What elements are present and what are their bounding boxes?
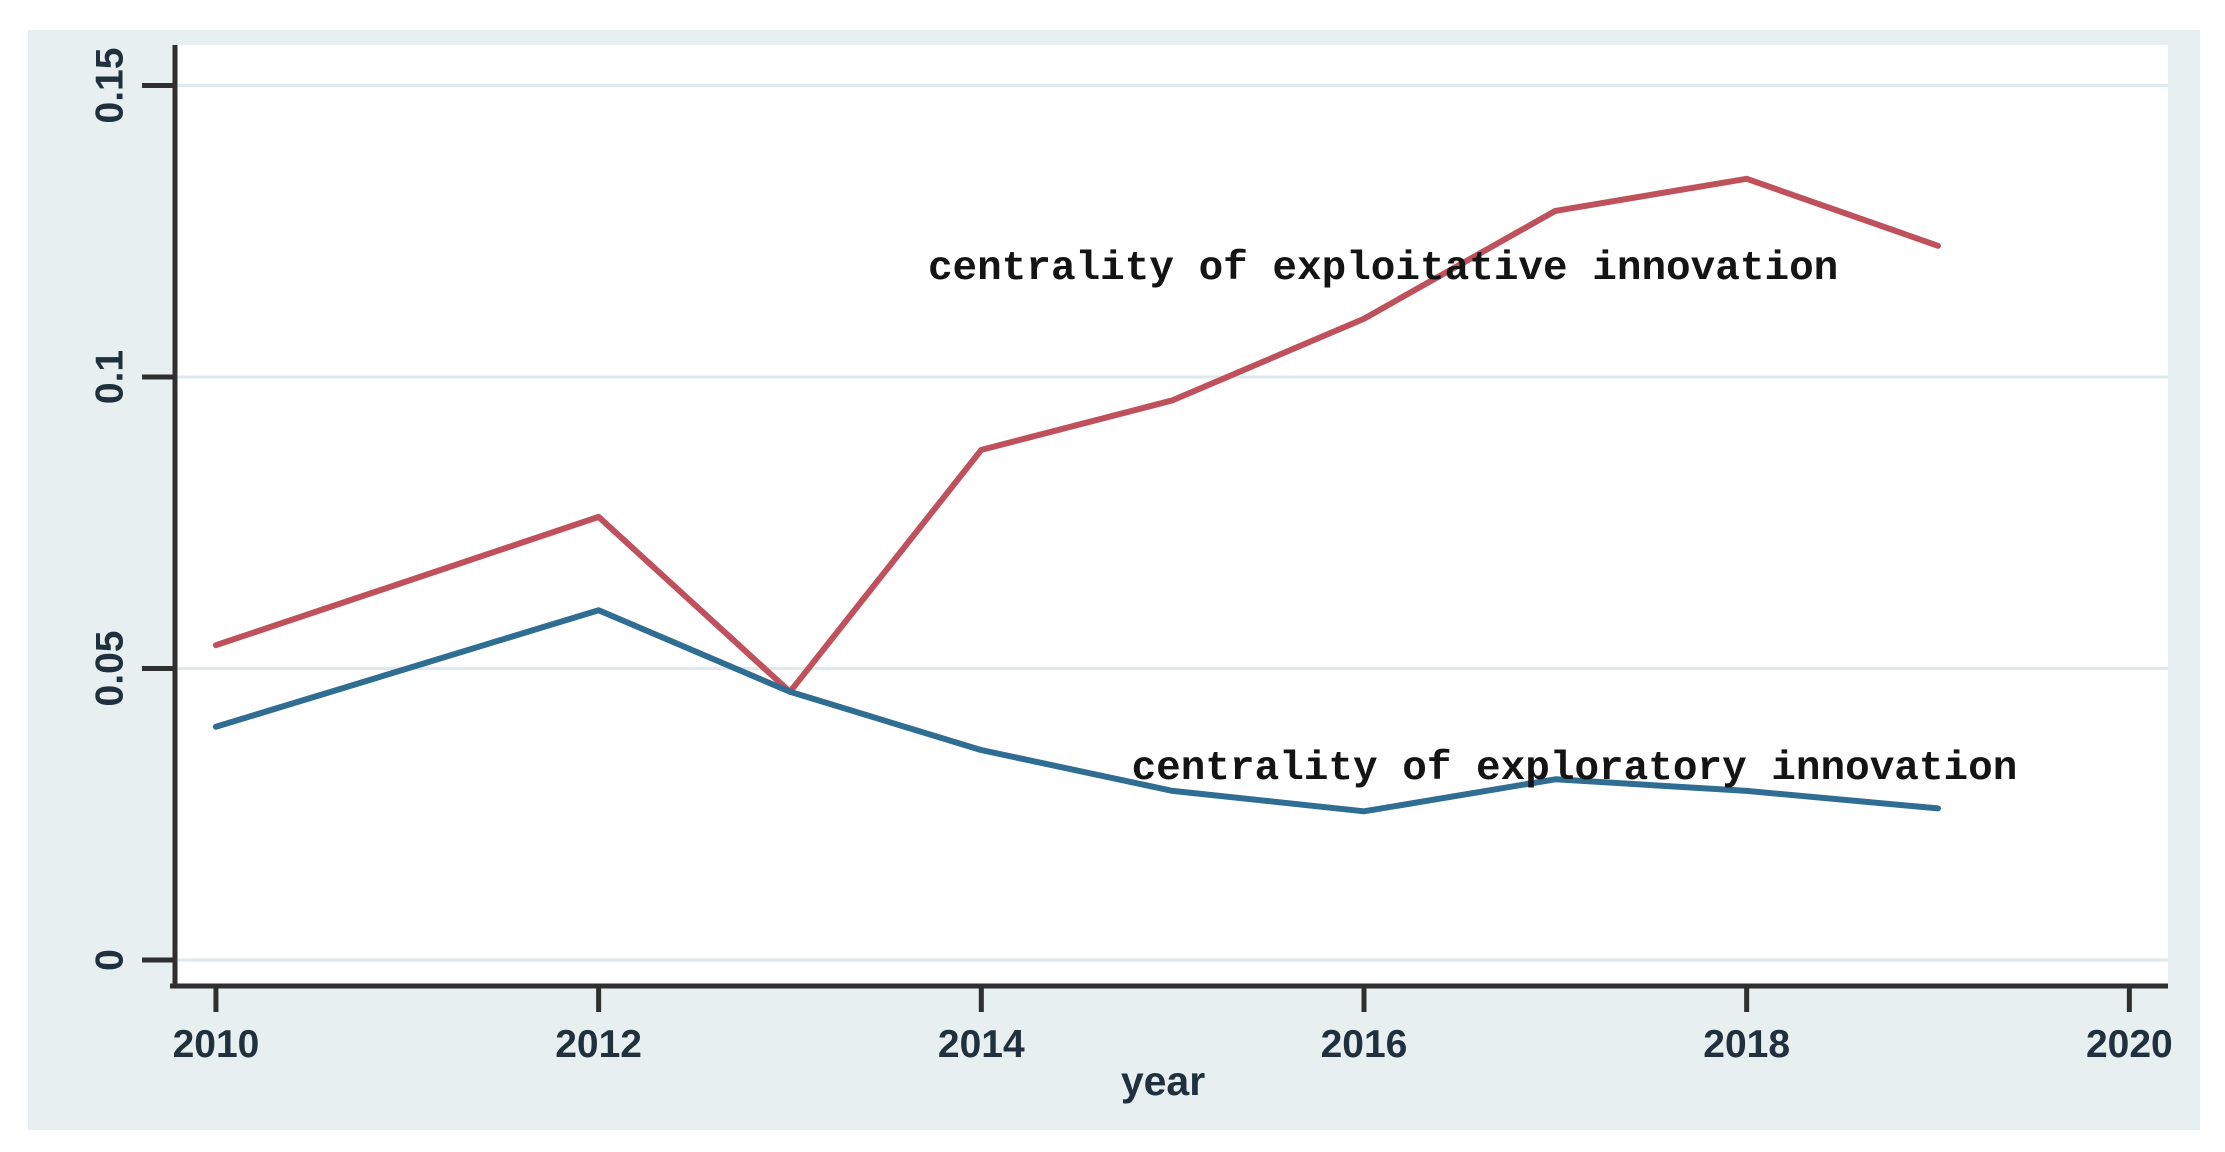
chart-background-layer [28, 30, 2200, 1130]
x-tick-label-2016: 2016 [1321, 1023, 1408, 1066]
series-label-exploratory: centrality of exploratory innovation [1132, 746, 2018, 792]
chart-annotation-layer: 0 0.05 0.1 0.15 2010 2012 2014 2016 2018 2020 year… [88, 48, 2172, 1104]
x-tick-label-2012: 2012 [555, 1023, 642, 1066]
series-label-exploitative: centrality of exploitative innovation [928, 246, 1838, 292]
x-tick-label-2020: 2020 [2086, 1023, 2173, 1066]
y-tick-label-0.15: 0.15 [88, 48, 131, 124]
chart-grid-layer [177, 84, 2168, 962]
x-axis-title: year [1121, 1058, 1205, 1104]
x-tick-label-2010: 2010 [173, 1023, 260, 1066]
x-tick-label-2014: 2014 [938, 1023, 1025, 1066]
plot-area [175, 45, 2168, 986]
x-tick-label-2018: 2018 [1703, 1023, 1790, 1066]
y-tick-label-0.05: 0.05 [88, 631, 131, 707]
y-tick-label-0: 0 [88, 949, 131, 971]
y-tick-label-0.1: 0.1 [88, 350, 131, 404]
chart-axes-layer [142, 45, 2168, 1012]
series-line-exploratory [212, 607, 1941, 815]
chart-series-layer [212, 175, 1941, 815]
series-line-exploitative [212, 175, 1941, 695]
